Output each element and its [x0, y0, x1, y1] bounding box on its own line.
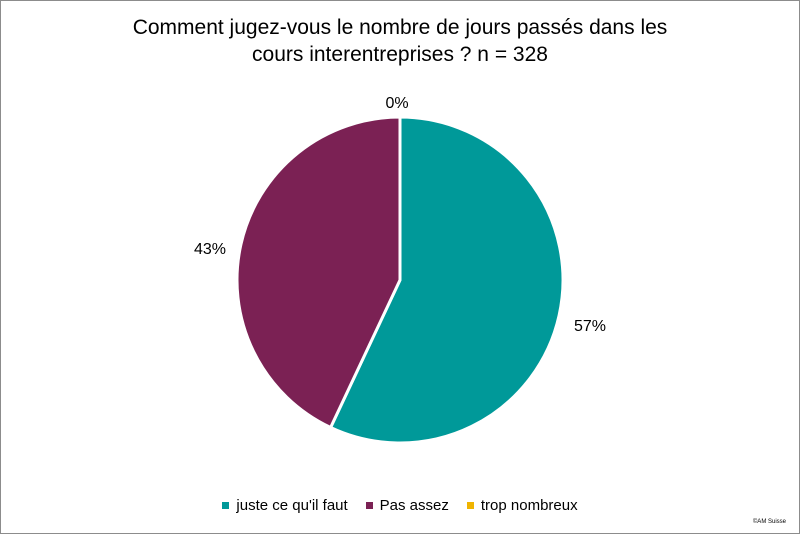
legend-swatch-trop-nombreux [466, 502, 474, 509]
legend-item-juste: juste ce qu'il faut [222, 497, 348, 514]
legend-label-pas-assez: Pas assez [379, 497, 449, 514]
pie-slice-juste [329, 115, 565, 445]
copyright-note: ©AM Suisse [752, 519, 786, 525]
pie-slice-pas-assez [235, 115, 402, 429]
legend-item-trop-nombreux: trop nombreux [466, 497, 578, 514]
data-label-trop-nombreux: 0% [385, 95, 408, 112]
data-label-pas-assez: 43% [194, 241, 226, 258]
chart-title-line-1: Comment jugez-vous le nombre de jours pa… [132, 16, 668, 39]
legend-swatch-pas-assez [365, 502, 373, 509]
legend-label-trop-nombreux: trop nombreux [480, 497, 578, 514]
legend-label-juste: juste ce qu'il faut [236, 497, 348, 514]
chart-title: Comment jugez-vous le nombre de jours pa… [0, 14, 800, 68]
legend-swatch-juste [222, 502, 230, 509]
legend: juste ce qu'il faut Pas assez trop nombr… [0, 497, 800, 514]
data-label-juste: 57% [574, 318, 606, 335]
chart-title-line-2: cours interentreprises ? n = 328 [252, 43, 548, 66]
legend-item-pas-assez: Pas assez [365, 497, 449, 514]
